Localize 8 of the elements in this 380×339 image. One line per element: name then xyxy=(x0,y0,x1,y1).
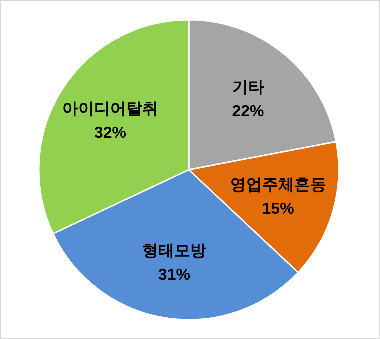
slice-label: 아이디어탈취 xyxy=(62,101,158,118)
slice-label: 기타 xyxy=(232,79,264,96)
data-label: 32% xyxy=(94,125,126,142)
data-label: 15% xyxy=(262,200,294,218)
slice-label: 영업주체혼동 xyxy=(230,176,326,194)
slice-label: 형태모방 xyxy=(142,242,206,260)
data-label: 22% xyxy=(232,103,264,120)
data-label: 31% xyxy=(158,266,190,284)
